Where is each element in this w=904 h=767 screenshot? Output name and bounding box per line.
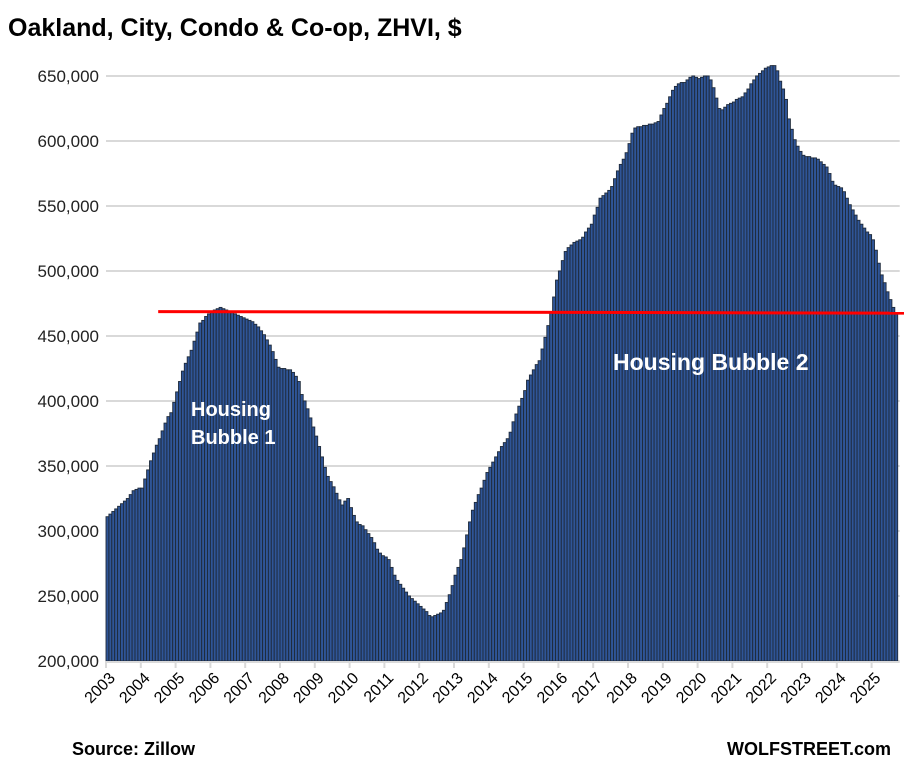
x-tick-label: 2015 xyxy=(499,670,536,707)
y-tick-label: 250,000 xyxy=(38,587,99,606)
y-tick-label: 300,000 xyxy=(38,522,99,541)
y-tick-label: 350,000 xyxy=(38,457,99,476)
x-tick-label: 2020 xyxy=(673,670,710,707)
y-tick-label: 600,000 xyxy=(38,132,99,151)
y-tick-label: 500,000 xyxy=(38,262,99,281)
x-tick-label: 2023 xyxy=(778,670,815,707)
source-label: Source: Zillow xyxy=(72,739,196,759)
bar xyxy=(894,312,899,662)
x-axis: 2003200420052006200720082009201020112012… xyxy=(82,661,900,707)
x-tick-label: 2010 xyxy=(325,670,362,707)
brand-label: WOLFSTREET.com xyxy=(727,739,891,759)
x-tick-label: 2006 xyxy=(186,670,223,707)
y-tick-label: 400,000 xyxy=(38,392,99,411)
x-tick-label: 2016 xyxy=(534,670,571,707)
x-tick-label: 2017 xyxy=(569,670,606,707)
x-tick-label: 2004 xyxy=(116,670,153,707)
x-tick-label: 2008 xyxy=(256,670,293,707)
y-tick-label: 200,000 xyxy=(38,652,99,671)
x-tick-label: 2025 xyxy=(847,670,884,707)
x-tick-label: 2024 xyxy=(812,670,849,707)
x-tick-label: 2014 xyxy=(464,670,501,707)
x-tick-label: 2012 xyxy=(395,670,432,707)
annotation-housing-bubble-1-line1: Housing xyxy=(191,399,271,421)
annotation-housing-bubble-1-line2: Bubble 1 xyxy=(191,427,275,449)
x-tick-label: 2005 xyxy=(151,670,188,707)
y-tick-label: 550,000 xyxy=(38,197,99,216)
x-tick-label: 2007 xyxy=(221,670,258,707)
x-tick-label: 2013 xyxy=(430,670,467,707)
x-tick-label: 2009 xyxy=(290,670,327,707)
x-tick-label: 2018 xyxy=(604,670,641,707)
annotation-housing-bubble-2: Housing Bubble 2 xyxy=(613,349,809,375)
reference-line xyxy=(158,310,904,315)
y-tick-label: 650,000 xyxy=(38,67,99,86)
x-tick-label: 2011 xyxy=(361,670,397,706)
x-tick-label: 2019 xyxy=(638,670,675,707)
y-axis-tick-labels: 200,000 250,000 300,000 350,000 400,000 450,0… xyxy=(38,67,99,671)
x-tick-label: 2022 xyxy=(743,670,780,707)
chart-title: Oakland, City, Condo & Co-op, ZHVI, $ xyxy=(8,14,462,42)
y-tick-label: 450,000 xyxy=(38,327,99,346)
x-tick-label: 2003 xyxy=(82,670,119,707)
x-tick-label: 2021 xyxy=(708,670,745,707)
